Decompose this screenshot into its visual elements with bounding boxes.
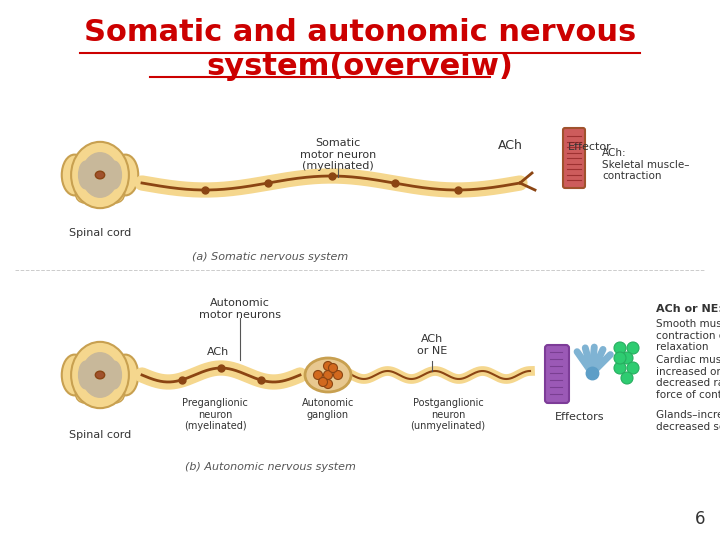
Text: ACh
or NE: ACh or NE (417, 334, 447, 356)
Text: Spinal cord: Spinal cord (69, 430, 131, 440)
Ellipse shape (621, 352, 633, 364)
Text: Postganglionic
neuron
(unmyelinated): Postganglionic neuron (unmyelinated) (410, 398, 485, 431)
Ellipse shape (614, 352, 626, 364)
Ellipse shape (62, 154, 87, 195)
Text: Autonomic
motor neurons: Autonomic motor neurons (199, 298, 281, 320)
Ellipse shape (107, 361, 122, 389)
Text: Preganglionic
neuron
(myelinated): Preganglionic neuron (myelinated) (182, 398, 248, 431)
Ellipse shape (95, 371, 104, 379)
Ellipse shape (107, 160, 122, 190)
Ellipse shape (621, 372, 633, 384)
Ellipse shape (305, 358, 351, 392)
FancyBboxPatch shape (545, 345, 569, 403)
Text: Effector: Effector (568, 142, 612, 152)
Text: Somatic and autonomic nervous
system(overveiw): Somatic and autonomic nervous system(ove… (84, 18, 636, 80)
Ellipse shape (106, 384, 125, 403)
Ellipse shape (627, 342, 639, 354)
Text: ACh or NE:: ACh or NE: (656, 304, 720, 314)
Ellipse shape (81, 152, 119, 198)
Ellipse shape (113, 154, 138, 195)
Ellipse shape (95, 171, 104, 179)
Ellipse shape (78, 160, 93, 190)
Text: ACh: ACh (207, 347, 229, 357)
Ellipse shape (328, 363, 338, 373)
Ellipse shape (62, 355, 87, 395)
Text: Spinal cord: Spinal cord (69, 228, 131, 238)
Ellipse shape (333, 370, 343, 380)
Text: (a) Somatic nervous system: (a) Somatic nervous system (192, 252, 348, 262)
Text: Smooth muscle–
contraction or
relaxation: Smooth muscle– contraction or relaxation (656, 319, 720, 352)
Ellipse shape (78, 361, 93, 389)
Ellipse shape (76, 384, 94, 403)
Ellipse shape (614, 362, 626, 374)
Ellipse shape (318, 377, 328, 387)
Text: Effectors: Effectors (555, 412, 605, 422)
Text: Autonomic
ganglion: Autonomic ganglion (302, 398, 354, 420)
Ellipse shape (81, 352, 119, 398)
Ellipse shape (627, 362, 639, 374)
Text: Cardiac muscle–
increased or
decreased rate and
force of contraction: Cardiac muscle– increased or decreased r… (656, 355, 720, 400)
Text: ACh: ACh (498, 139, 523, 152)
FancyBboxPatch shape (563, 128, 585, 188)
Text: (b) Autonomic nervous system: (b) Autonomic nervous system (184, 462, 356, 472)
Text: Somatic
motor neuron
(myelinated): Somatic motor neuron (myelinated) (300, 138, 376, 171)
Text: Glands–increased or
decreased secretions: Glands–increased or decreased secretions (656, 410, 720, 431)
Text: ACh:
Skeletal muscle–
contraction: ACh: Skeletal muscle– contraction (602, 148, 690, 181)
Ellipse shape (614, 342, 626, 354)
Ellipse shape (323, 370, 333, 380)
Ellipse shape (313, 370, 323, 380)
Ellipse shape (323, 380, 333, 388)
Ellipse shape (323, 361, 333, 370)
Text: 6: 6 (695, 510, 705, 528)
Ellipse shape (76, 184, 94, 203)
Ellipse shape (113, 355, 138, 395)
Ellipse shape (71, 142, 129, 208)
Ellipse shape (106, 184, 125, 203)
Ellipse shape (71, 342, 129, 408)
